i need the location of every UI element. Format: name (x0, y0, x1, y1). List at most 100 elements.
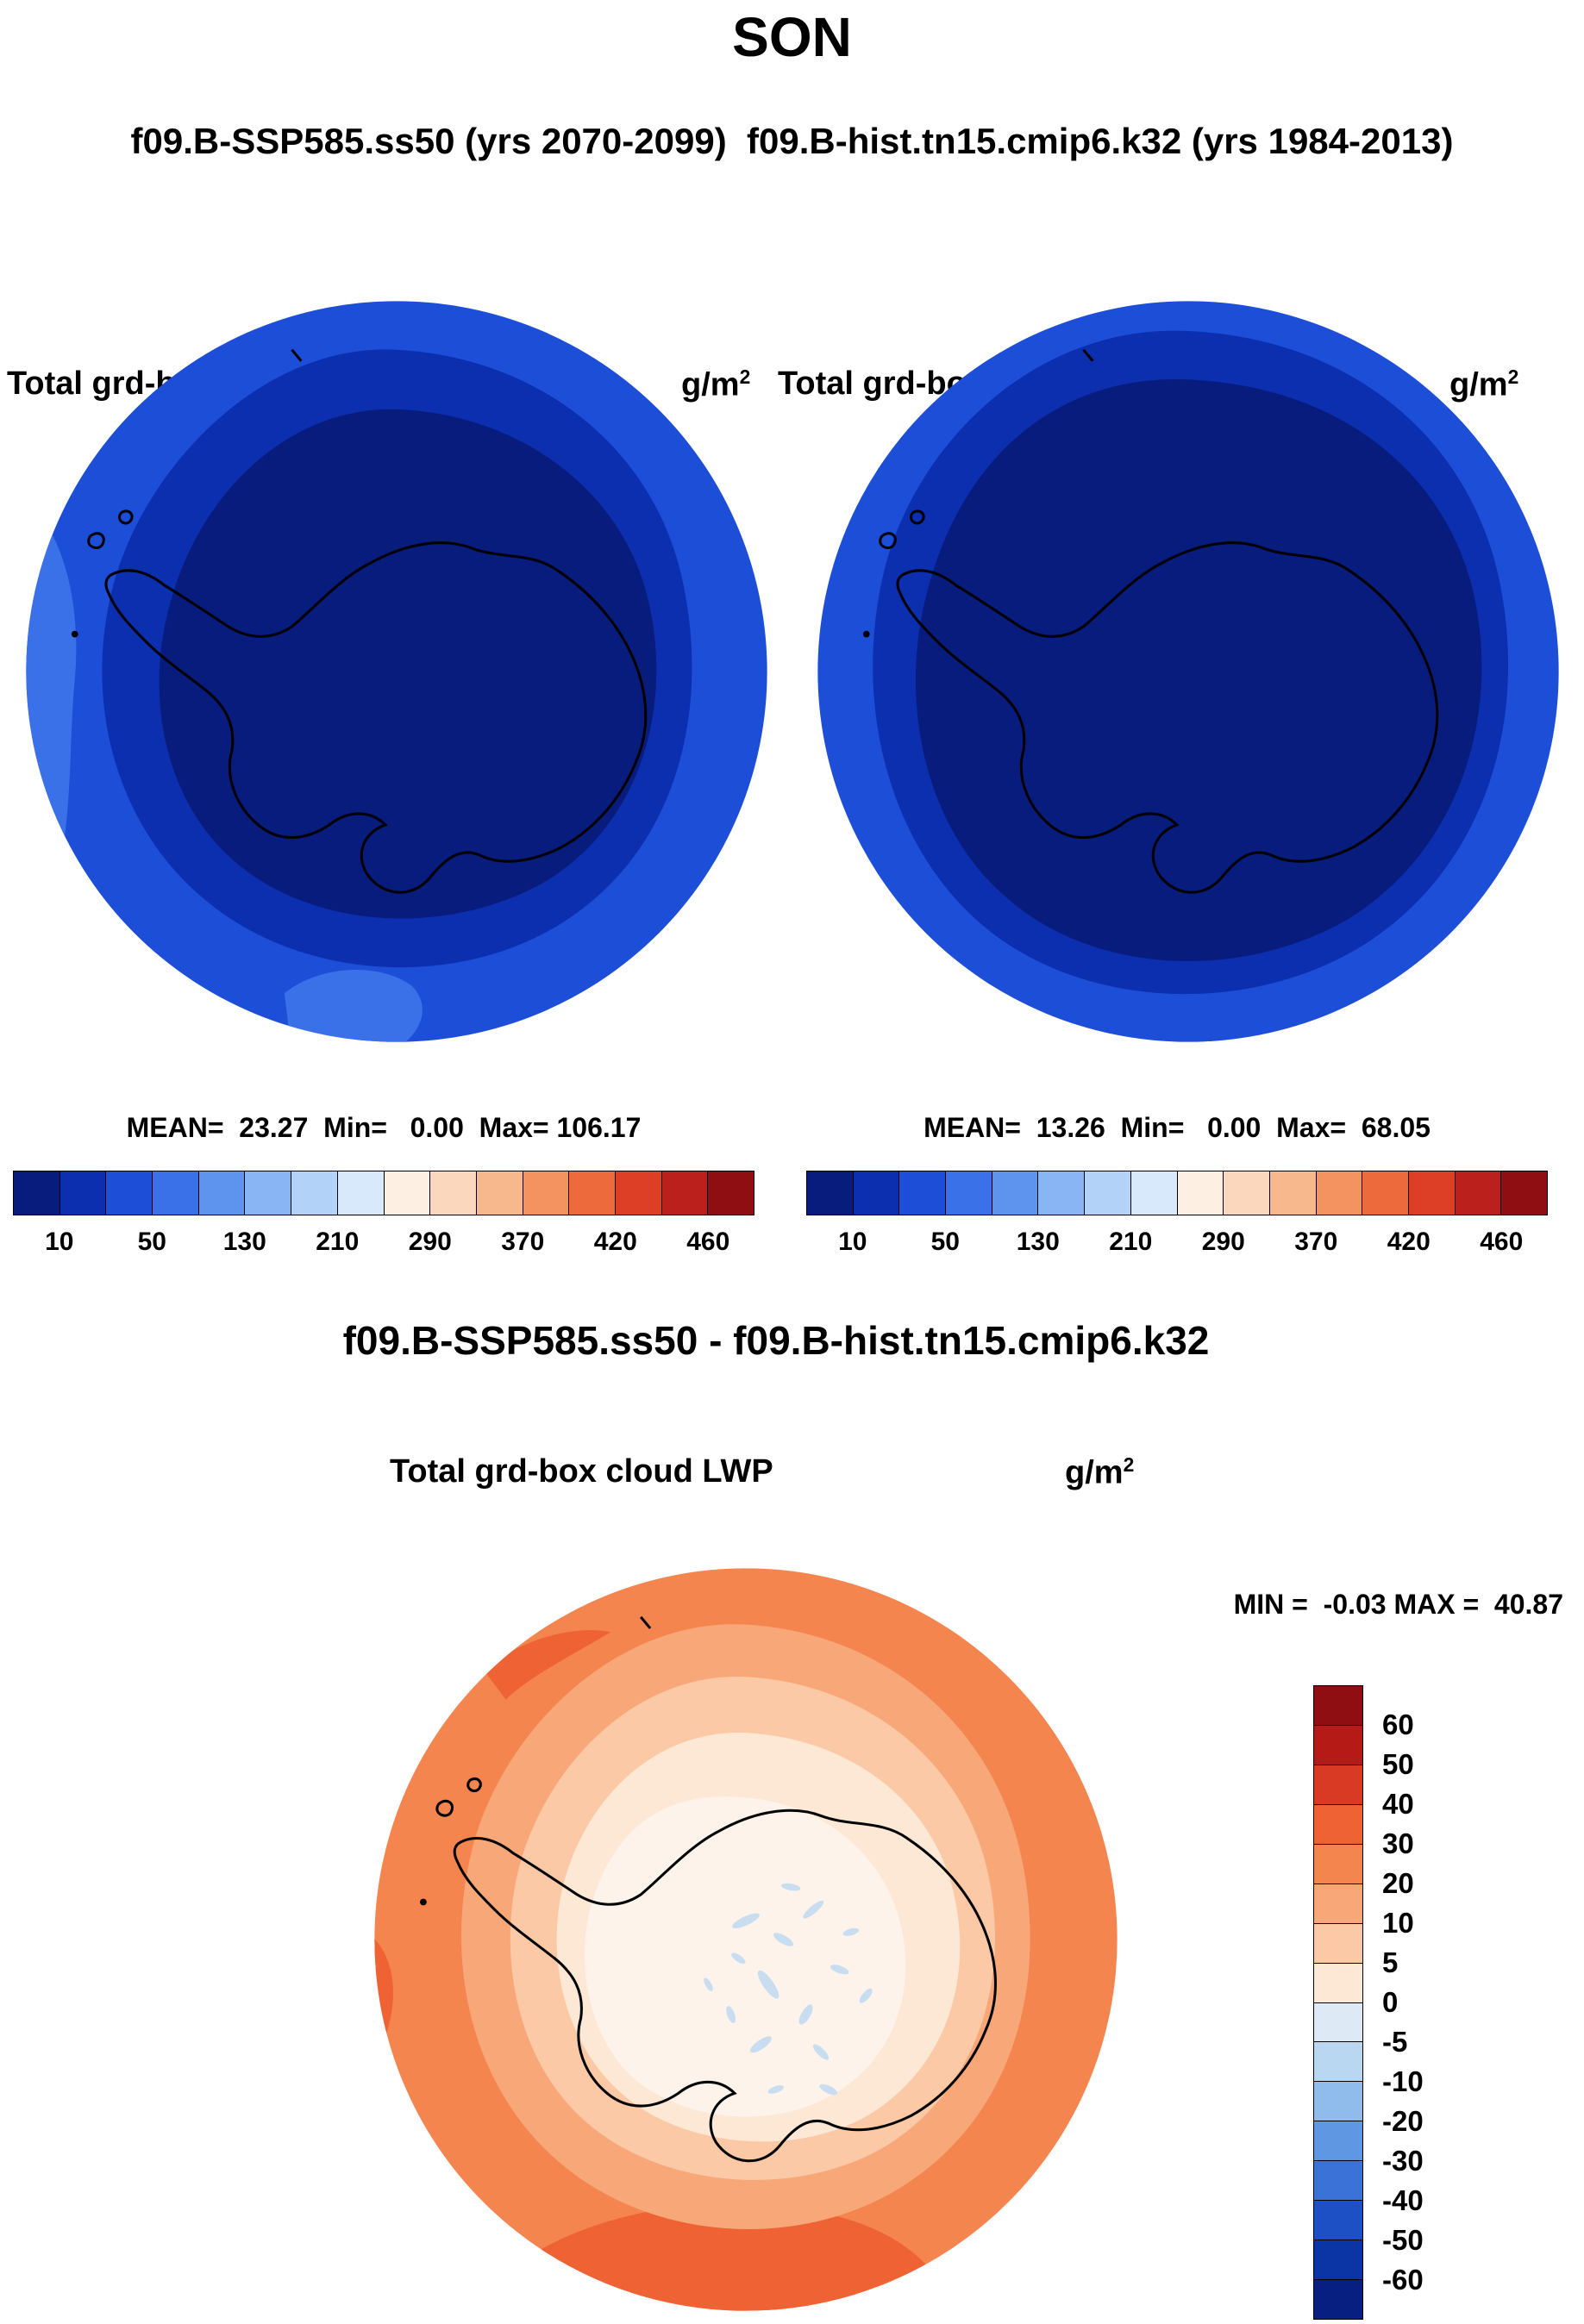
colorbar-lwp-right (806, 1171, 1548, 1215)
colorbar-cell (1313, 1803, 1363, 1845)
colorbar-tick-label: 290 (408, 1228, 452, 1256)
difference-section-title: f09.B-SSP585.ss50 - f09.B-hist.tn15.cmip… (342, 1318, 1210, 1363)
diff-minmax-stats: MIN = -0.03 MAX = 40.87 (1233, 1589, 1563, 1620)
map-difference (374, 1568, 1118, 2311)
colorbar-cell (1223, 1171, 1270, 1215)
contour-band-core (915, 378, 1482, 961)
colorbar-cell (59, 1171, 107, 1215)
colorbar-cell (1362, 1171, 1409, 1215)
colorbar-tick-label: 130 (1016, 1228, 1060, 1256)
colorbar-cell (1313, 2160, 1363, 2202)
colorbar-cell (614, 1171, 662, 1215)
colorbar-cell (1084, 1171, 1131, 1215)
colorbar-cell (898, 1171, 947, 1215)
colorbar-cell (1313, 2240, 1363, 2281)
colorbar-cell (1176, 1171, 1224, 1215)
colorbar-cell (1313, 2200, 1363, 2241)
colorbar-tick-label: -30 (1382, 2145, 1424, 2177)
colorbar-cell (1313, 1685, 1363, 1726)
right-panel-units-label: g/m2 (1449, 365, 1519, 403)
colorbar-cell (152, 1171, 199, 1215)
colorbar-cell (945, 1171, 992, 1215)
colorbar-tick-label: 50 (137, 1228, 166, 1256)
colorbar-tick-label: 460 (1480, 1228, 1524, 1256)
colorbar-cell (1130, 1171, 1178, 1215)
map-hist (817, 301, 1559, 1042)
colorbar-cell (806, 1171, 854, 1215)
colorbar-cell (1313, 1724, 1363, 1765)
colorbar-lwp-right-ticks: 10 50 130 210 290 370 420 460 (806, 1228, 1548, 1262)
map-ssp585 (26, 301, 767, 1042)
colorbar-cell (1313, 2002, 1363, 2043)
colorbar-cell (1313, 2081, 1363, 2122)
contour-band-dark-orange (483, 1630, 611, 1700)
colorbar-tick-label: 10 (838, 1228, 867, 1256)
colorbar-tick-label: 30 (1382, 1827, 1414, 1859)
colorbar-tick-label: 10 (45, 1228, 74, 1256)
colorbar-cell (383, 1171, 431, 1215)
colorbar-tick-label: 20 (1382, 1867, 1414, 1899)
colorbar-cell (1313, 2279, 1363, 2320)
colorbar-tick-label: 210 (316, 1228, 360, 1256)
colorbar-tick-label: 370 (1294, 1228, 1338, 1256)
colorbar-cell (429, 1171, 477, 1215)
colorbar-cell (1407, 1171, 1456, 1215)
colorbar-tick-label: 420 (593, 1228, 637, 1256)
colorbar-cell (852, 1171, 900, 1215)
colorbar-cell (568, 1171, 616, 1215)
colorbar-cell (1313, 1843, 1363, 1884)
contour-band-rim-light (284, 969, 423, 1042)
contour-band-core (159, 409, 657, 919)
colorbar-cell (522, 1171, 570, 1215)
contour-band-center (584, 1796, 906, 2117)
colorbar-tick-label: 420 (1387, 1228, 1431, 1256)
colorbar-cell (1500, 1171, 1548, 1215)
negative-diff-speckles (704, 1883, 873, 2096)
colorbar-lwp-left (13, 1171, 754, 1215)
left-panel-units-label: g/m2 (681, 365, 751, 403)
colorbar-cell (336, 1171, 385, 1215)
colorbar-cell (707, 1171, 754, 1215)
colorbar-tick-label: 460 (686, 1228, 730, 1256)
page-title: SON (732, 6, 852, 68)
colorbar-tick-label: 130 (222, 1228, 266, 1256)
colorbar-cell (244, 1171, 292, 1215)
colorbar-tick-label: -20 (1382, 2105, 1424, 2137)
colorbar-tick-label: 50 (1382, 1748, 1414, 1780)
colorbar-tick-label: 5 (1382, 1946, 1399, 1978)
colorbar-lwp-left-ticks: 10 50 130 210 290 370 420 460 (13, 1228, 754, 1262)
colorbar-tick-label: -40 (1382, 2184, 1424, 2216)
colorbar-cell (1313, 2121, 1363, 2162)
colorbar-tick-label: 210 (1109, 1228, 1153, 1256)
colorbar-cell (475, 1171, 523, 1215)
colorbar-tick-label: 370 (501, 1228, 545, 1256)
colorbar-diff (1313, 1685, 1363, 2320)
colorbar-tick-label: 40 (1382, 1788, 1414, 1820)
colorbar-cell (661, 1171, 709, 1215)
colorbar-tick-label: 10 (1382, 1907, 1414, 1939)
diff-panel-units-label: g/m2 (1065, 1453, 1135, 1491)
colorbar-diff-ticks: 60 50 40 30 20 10 5 0 -5 -10 -20 -30 -40 -50 -60 (1367, 1685, 1462, 2320)
colorbar-cell (1313, 1962, 1363, 2003)
left-panel-stats: MEAN= 23.27 Min= 0.00 Max= 106.17 (126, 1112, 642, 1143)
colorbar-tick-label: -60 (1382, 2264, 1424, 2296)
colorbar-cell (1037, 1171, 1086, 1215)
colorbar-tick-label: 290 (1201, 1228, 1245, 1256)
colorbar-tick-label: 50 (930, 1228, 960, 1256)
colorbar-cell (1313, 1883, 1363, 1924)
colorbar-cell (197, 1171, 246, 1215)
diff-panel-variable-label: Total grd-box cloud LWP (390, 1453, 773, 1490)
colorbar-tick-label: -50 (1382, 2224, 1424, 2256)
right-panel-stats: MEAN= 13.26 Min= 0.00 Max= 68.05 (923, 1112, 1431, 1143)
colorbar-tick-label: 60 (1382, 1709, 1414, 1740)
colorbar-cell (1313, 1764, 1363, 1805)
colorbar-cell (1454, 1171, 1502, 1215)
colorbar-tick-label: 0 (1382, 1986, 1399, 2018)
colorbar-cell (1268, 1171, 1317, 1215)
colorbar-cell (1315, 1171, 1363, 1215)
colorbar-cell (991, 1171, 1039, 1215)
colorbar-cell (105, 1171, 153, 1215)
colorbar-cell (1313, 1922, 1363, 1964)
colorbar-tick-label: -5 (1382, 2026, 1408, 2058)
